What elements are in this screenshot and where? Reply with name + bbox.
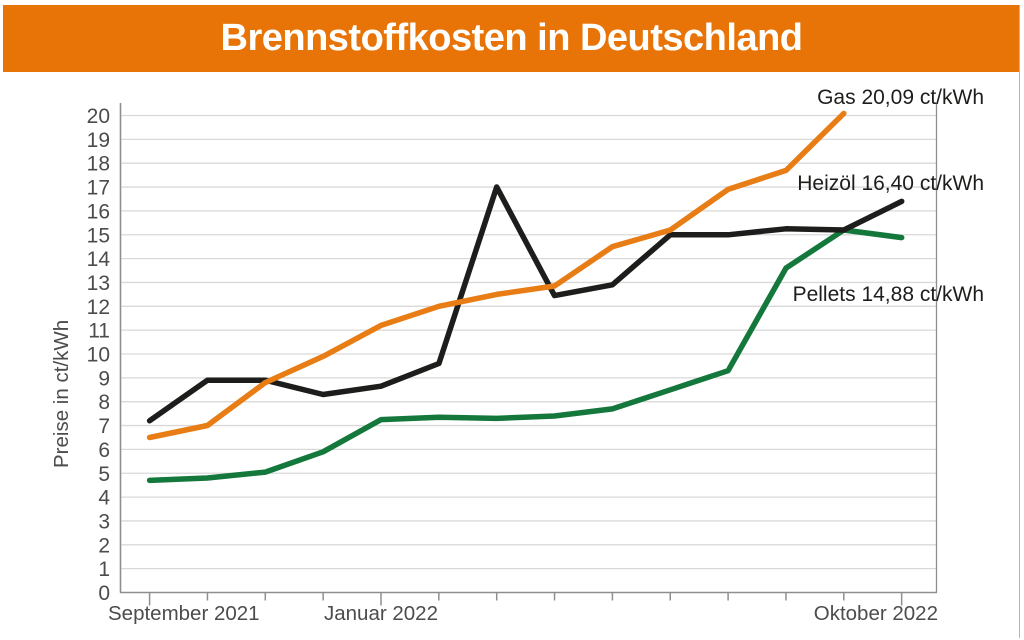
y-tick-label: 9	[98, 367, 110, 390]
y-tick-label: 8	[98, 391, 110, 414]
series-label-gas: Gas 20,09 ct/kWh	[817, 86, 984, 109]
image-right-border	[1019, 5, 1020, 638]
y-tick-label: 0	[98, 582, 110, 605]
y-tick-label: 10	[87, 344, 110, 367]
chart-title: Brennstoffkosten in Deutschland	[220, 17, 804, 59]
x-tick-label-september-2021: September 2021	[108, 602, 260, 625]
y-tick-label: 3	[98, 510, 110, 533]
y-tick-label: 17	[87, 177, 110, 200]
series-label-heizoel: Heizöl 16,40 ct/kWh	[797, 172, 984, 195]
y-tick-label: 5	[98, 463, 110, 486]
y-tick-label: 12	[87, 296, 110, 319]
y-tick-label: 1	[98, 558, 110, 581]
y-tick-label: 7	[98, 415, 110, 438]
y-tick-label: 4	[98, 487, 110, 510]
header-bar: Brennstoffkosten in Deutschland	[3, 5, 1020, 72]
y-tick-label: 15	[87, 224, 110, 247]
y-tick-label: 2	[98, 534, 110, 557]
y-tick-label: 11	[88, 320, 110, 343]
y-tick-label: 20	[87, 105, 110, 128]
y-axis-label: Preise in ct/kWh	[50, 319, 73, 468]
series-line-heizöl	[146, 184, 905, 424]
y-tick-label: 13	[87, 272, 110, 295]
y-tick-label: 19	[87, 129, 110, 152]
series-line-pellets	[146, 227, 905, 484]
series-label-pellets: Pellets 14,88 ct/kWh	[792, 283, 984, 306]
x-tick-label-januar-2022: Januar 2022	[324, 602, 438, 625]
series-line-gas	[146, 110, 847, 441]
y-tick-label: 14	[87, 248, 111, 271]
y-tick-label: 16	[87, 200, 110, 223]
x-tick-label-oktober-2022: Oktober 2022	[813, 602, 938, 625]
y-tick-label: 18	[87, 153, 110, 176]
y-tick-label: 6	[98, 439, 110, 462]
